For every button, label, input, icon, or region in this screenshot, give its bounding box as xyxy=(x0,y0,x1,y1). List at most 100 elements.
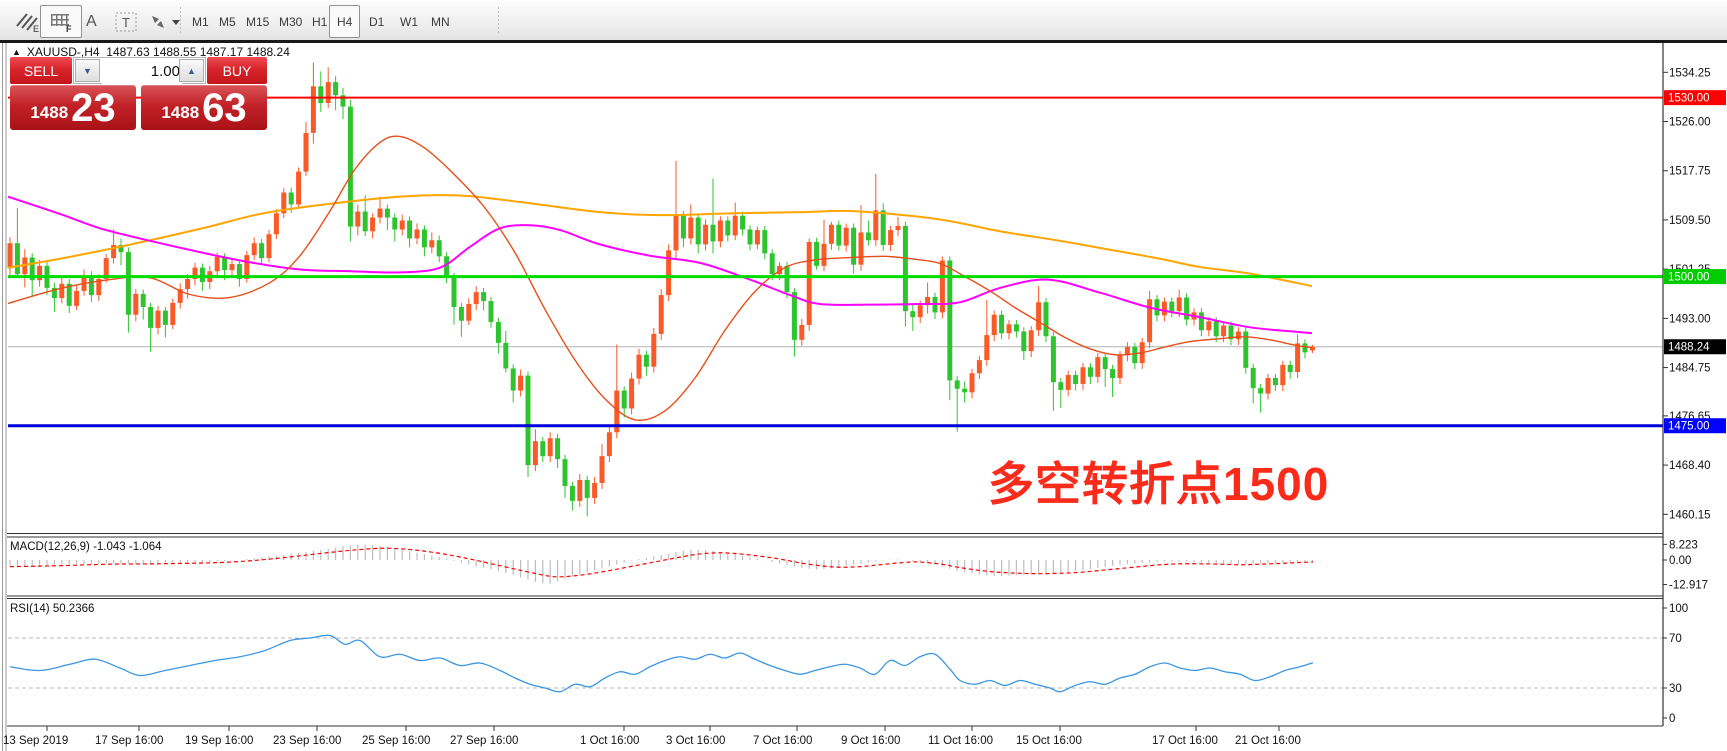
tf-button-h1[interactable]: H1 xyxy=(312,14,328,29)
candle-up xyxy=(281,192,287,214)
candle-down xyxy=(503,342,509,369)
candle-up xyxy=(96,278,102,296)
tf-button-m1[interactable]: M1 xyxy=(192,14,209,29)
tf-button-m5[interactable]: M5 xyxy=(219,14,236,29)
price-axis[interactable]: 1534.251526.001517.751509.501501.251493.… xyxy=(1663,67,1726,521)
tf-button-m30[interactable]: M30 xyxy=(279,14,303,29)
volume-input[interactable] xyxy=(102,59,182,84)
time-tick-label: 23 Sep 16:00 xyxy=(273,735,341,747)
price-badge xyxy=(1664,339,1726,355)
candle-down xyxy=(695,217,701,245)
sell-button[interactable]: SELL xyxy=(10,57,72,84)
candle-up xyxy=(170,302,176,325)
candle-up xyxy=(547,438,553,457)
candle-down xyxy=(1272,378,1278,386)
rsi-axis-label: 0 xyxy=(1669,713,1675,725)
macd-axis-label: -12.917 xyxy=(1669,580,1708,592)
candle-down xyxy=(1250,367,1256,389)
candle-down xyxy=(14,243,20,275)
candle-down xyxy=(340,95,346,107)
chart-annotation-text[interactable]: 多空转折点1500 xyxy=(988,458,1330,510)
macd-label: MACD(12,26,9) -1.043 -1.064 xyxy=(10,541,162,553)
candle-up xyxy=(1206,321,1212,331)
candle-up xyxy=(429,240,435,248)
cursor-tool-button[interactable] xyxy=(138,5,190,38)
candle-down xyxy=(199,267,205,282)
time-tick-label: 19 Sep 16:00 xyxy=(185,735,253,747)
candle-down xyxy=(643,354,649,367)
panel-borders xyxy=(2,43,1664,751)
price-tick-label: 1493.00 xyxy=(1669,313,1711,325)
candle-down xyxy=(910,311,916,318)
candle-down xyxy=(451,277,457,308)
candle-up xyxy=(703,224,709,245)
tf-button-w1[interactable]: W1 xyxy=(400,14,418,29)
tf-button-mn[interactable]: MN xyxy=(431,14,450,29)
time-axis[interactable]: 13 Sep 2019 17 Sep 16:00 19 Sep 16:00 23 Se… xyxy=(3,726,1301,747)
candle-down xyxy=(1302,343,1308,353)
candle-down xyxy=(1154,299,1160,316)
candle-down xyxy=(569,485,575,501)
candle-up xyxy=(1036,302,1042,331)
candle-up xyxy=(1117,355,1123,379)
candle-up xyxy=(192,267,198,279)
toolbar-divider xyxy=(0,40,1727,43)
candle-up xyxy=(821,243,827,266)
textbox-t-icon: T xyxy=(115,12,137,31)
symbol-label: XAUUSD-,H4 xyxy=(26,45,100,59)
candle-up xyxy=(273,213,279,235)
tf-button-h4[interactable]: H4 xyxy=(329,5,361,38)
candle-up xyxy=(1065,375,1071,390)
price-badge xyxy=(1664,90,1726,106)
candle-down xyxy=(1184,297,1190,320)
text-label-tool-button[interactable]: A xyxy=(78,5,105,38)
candle-down xyxy=(362,211,368,232)
candle-down xyxy=(540,441,546,457)
candle-down xyxy=(902,225,908,312)
candle-down xyxy=(288,192,294,205)
time-tick-label: 7 Oct 16:00 xyxy=(753,735,812,747)
price-tick-label: 1517.75 xyxy=(1669,166,1711,178)
candle-up xyxy=(185,278,191,290)
candle-up xyxy=(1221,325,1227,337)
time-tick-label: 17 Sep 16:00 xyxy=(95,735,163,747)
tf-button-m15[interactable]: M15 xyxy=(246,14,270,29)
candle-down xyxy=(333,82,339,96)
pattern-tool-button[interactable]: E xyxy=(6,5,48,38)
candlesticks xyxy=(7,62,1315,517)
candle-down xyxy=(562,459,568,486)
candle-down xyxy=(384,208,390,218)
buy-button[interactable]: BUY xyxy=(207,57,267,84)
level-lines[interactable] xyxy=(8,96,1663,428)
macd-axis-label: 0.00 xyxy=(1669,555,1691,567)
candle-down xyxy=(814,242,820,266)
indicator-axes: 8.223 0.00 -12.917 100 70 30 0 xyxy=(1663,539,1708,725)
candle-up xyxy=(133,293,139,315)
sell-price-tile[interactable]: 1488 23 xyxy=(10,85,136,130)
grid-tool-button[interactable]: F xyxy=(40,5,82,38)
price-tick-label: 1534.25 xyxy=(1669,67,1711,79)
volume-decrease-button[interactable]: ▼ xyxy=(75,59,100,82)
time-tick-label: 25 Sep 16:00 xyxy=(362,735,430,747)
time-tick-label: 15 Oct 16:00 xyxy=(1016,735,1082,747)
rsi-indicator xyxy=(8,634,1663,693)
rsi-axis-label: 70 xyxy=(1669,633,1682,645)
candle-up xyxy=(1265,378,1271,394)
sell-price-small: 1488 xyxy=(30,103,69,122)
textbox-tool-button[interactable]: T xyxy=(106,5,146,38)
one-click-trading-toggle[interactable]: ▲ xyxy=(12,47,21,57)
candle-up xyxy=(895,225,901,231)
candle-up xyxy=(244,255,250,279)
volume-increase-button[interactable]: ▲ xyxy=(179,59,204,82)
buy-price-tile[interactable]: 1488 63 xyxy=(141,85,267,130)
time-tick-label: 27 Sep 16:00 xyxy=(450,735,518,747)
tf-button-d1[interactable]: D1 xyxy=(369,14,385,29)
svg-text:F: F xyxy=(66,24,72,34)
candle-up xyxy=(177,289,183,303)
candle-up xyxy=(325,82,331,104)
candle-down xyxy=(1102,357,1108,370)
candle-up xyxy=(1006,324,1012,334)
candle-up xyxy=(599,456,605,483)
candle-up xyxy=(629,378,635,409)
